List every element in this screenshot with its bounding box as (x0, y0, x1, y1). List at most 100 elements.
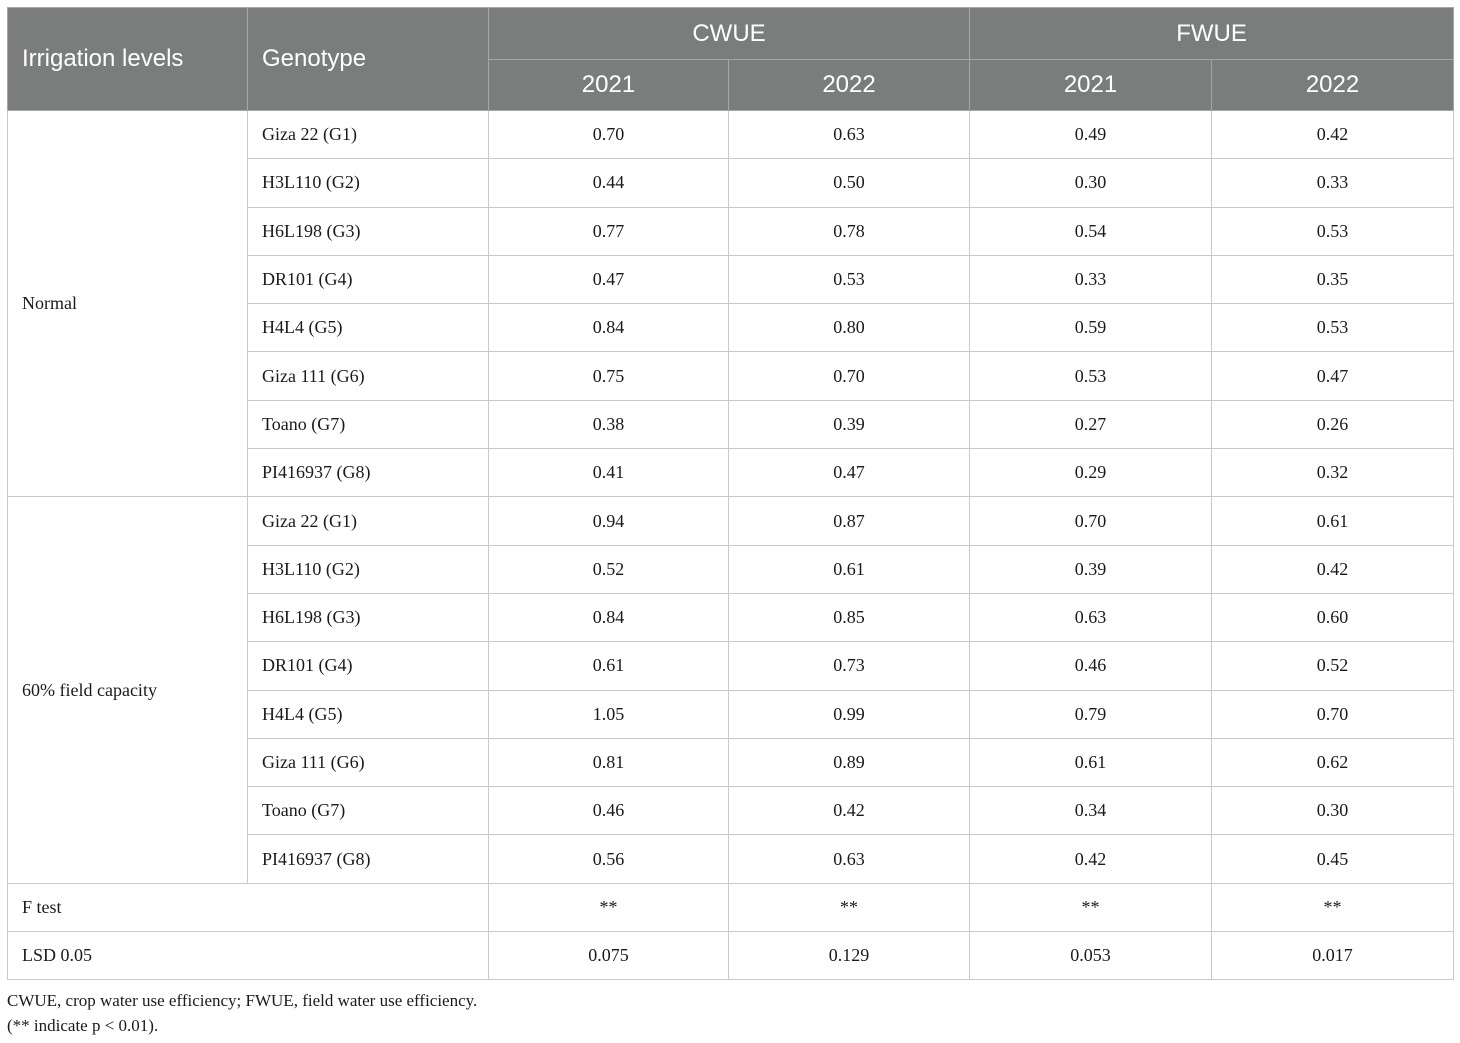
value-cell: 0.53 (1211, 303, 1455, 353)
table-row: Giza 111 (G6) 0.75 0.70 0.53 0.47 (8, 351, 1455, 401)
table-row: H4L4 (G5) 0.84 0.80 0.59 0.53 (8, 303, 1455, 353)
table-row: H3L110 (G2) 0.44 0.50 0.30 0.33 (8, 158, 1455, 208)
value-cell: 0.79 (969, 689, 1213, 739)
genotype-cell: Giza 22 (G1) (247, 109, 489, 160)
value-cell: 0.84 (488, 592, 729, 643)
summary-value-cell: 0.129 (727, 931, 971, 981)
header-year-fwue-2022: 2022 (1211, 59, 1455, 111)
value-cell: 0.62 (1211, 737, 1455, 788)
value-cell: 0.94 (488, 496, 729, 546)
value-cell: 0.75 (488, 351, 729, 401)
header-fwue: FWUE (969, 7, 1455, 60)
value-cell: 0.87 (727, 496, 971, 546)
value-cell: 0.35 (1211, 254, 1455, 305)
genotype-cell: H6L198 (G3) (247, 592, 489, 643)
header-genotype: Genotype (247, 7, 489, 111)
value-cell: 0.33 (969, 254, 1213, 305)
value-cell: 0.54 (969, 206, 1213, 256)
wue-table: Irrigation levels Genotype CWUE FWUE 202… (7, 7, 1455, 981)
value-cell: 0.63 (727, 834, 971, 884)
irrigation-level-cell: 60% field capacity (7, 496, 248, 884)
value-cell: 0.70 (1211, 689, 1455, 739)
value-cell: 0.70 (727, 351, 971, 401)
header-cwue: CWUE (487, 7, 971, 60)
summary-value-cell: 0.075 (488, 931, 729, 981)
value-cell: 0.61 (969, 737, 1213, 788)
value-cell: 0.63 (969, 592, 1213, 643)
table-row: H3L110 (G2) 0.52 0.61 0.39 0.42 (8, 544, 1455, 594)
value-cell: 0.26 (1211, 399, 1455, 450)
header-row-years: 2021 2022 2021 2022 (8, 59, 1455, 111)
value-cell: 0.89 (727, 737, 971, 788)
value-cell: 0.81 (488, 737, 729, 788)
table-row: 60% field capacity Giza 22 (G1) 0.94 0.87 0.… (7, 496, 1455, 884)
summary-row: LSD 0.05 0.075 0.129 0.053 0.017 (7, 931, 1455, 981)
value-cell: 0.38 (488, 399, 729, 450)
table-header: Irrigation levels Genotype CWUE FWUE 202… (7, 7, 1455, 111)
value-cell: 0.41 (488, 448, 729, 498)
value-cell: 0.45 (1211, 834, 1455, 884)
value-cell: 0.56 (488, 834, 729, 884)
value-cell: 0.42 (1211, 544, 1455, 594)
value-cell: 0.50 (727, 158, 971, 208)
value-cell: 0.30 (969, 158, 1213, 208)
value-cell: 0.61 (1211, 496, 1455, 546)
genotype-cell: H4L4 (G5) (247, 689, 489, 739)
genotype-cell: PI416937 (G8) (247, 448, 489, 498)
value-cell: 0.46 (488, 786, 729, 836)
table-row: Toano (G7) 0.38 0.39 0.27 0.26 (8, 399, 1455, 450)
value-cell: 0.39 (969, 544, 1213, 594)
header-row-groups: Irrigation levels Genotype CWUE FWUE (7, 7, 1455, 111)
value-cell: 0.78 (727, 206, 971, 256)
table-row: Giza 111 (G6) 0.81 0.89 0.61 0.62 (8, 737, 1455, 788)
table-row: H4L4 (G5) 1.05 0.99 0.79 0.70 (8, 689, 1455, 739)
table-footnotes: CWUE, crop water use efficiency; FWUE, f… (7, 988, 477, 1038)
table-row: DR101 (G4) 0.61 0.73 0.46 0.52 (8, 641, 1455, 691)
summary-value-cell: ** (1211, 882, 1455, 933)
value-cell: 0.52 (1211, 641, 1455, 691)
footnote-abbreviations: CWUE, crop water use efficiency; FWUE, f… (7, 991, 478, 1010)
table-row: H6L198 (G3) 0.77 0.78 0.54 0.53 (8, 206, 1455, 256)
summary-value-cell: ** (488, 882, 729, 933)
genotype-cell: DR101 (G4) (247, 641, 489, 691)
summary-label-cell: F test (7, 882, 489, 933)
summary-value-cell: 0.017 (1211, 931, 1455, 981)
value-cell: 0.61 (727, 544, 971, 594)
value-cell: 0.47 (1211, 351, 1455, 401)
table-row: PI416937 (G8) 0.41 0.47 0.29 0.32 (8, 448, 1455, 498)
genotype-cell: Giza 111 (G6) (247, 737, 489, 788)
summary-value-cell: 0.053 (969, 931, 1213, 981)
value-cell: 0.70 (969, 496, 1213, 546)
summary-label-cell: LSD 0.05 (7, 931, 489, 981)
irrigation-level-cell: Normal (7, 109, 248, 498)
genotype-cell: DR101 (G4) (247, 254, 489, 305)
value-cell: 0.84 (488, 303, 729, 353)
value-cell: 0.42 (1211, 109, 1455, 160)
value-cell: 0.39 (727, 399, 971, 450)
table-row: DR101 (G4) 0.47 0.53 0.33 0.35 (8, 254, 1455, 305)
value-cell: 0.30 (1211, 786, 1455, 836)
value-cell: 0.53 (1211, 206, 1455, 256)
table-row: H6L198 (G3) 0.84 0.85 0.63 0.60 (8, 592, 1455, 643)
table-row: PI416937 (G8) 0.56 0.63 0.42 0.45 (8, 834, 1455, 884)
value-cell: 0.49 (969, 109, 1213, 160)
value-cell: 0.42 (969, 834, 1213, 884)
value-cell: 0.44 (488, 158, 729, 208)
value-cell: 0.32 (1211, 448, 1455, 498)
summary-value-cell: ** (727, 882, 971, 933)
value-cell: 0.61 (488, 641, 729, 691)
genotype-cell: H3L110 (G2) (247, 158, 489, 208)
value-cell: 0.46 (969, 641, 1213, 691)
value-cell: 0.60 (1211, 592, 1455, 643)
genotype-cell: Giza 22 (G1) (247, 496, 489, 546)
value-cell: 0.33 (1211, 158, 1455, 208)
value-cell: 0.59 (969, 303, 1213, 353)
genotype-cell: Toano (G7) (247, 786, 489, 836)
value-cell: 0.77 (488, 206, 729, 256)
value-cell: 0.47 (727, 448, 971, 498)
header-irrigation-levels: Irrigation levels (7, 7, 248, 111)
value-cell: 0.73 (727, 641, 971, 691)
header-year-cwue-2022: 2022 (727, 59, 971, 111)
value-cell: 0.52 (488, 544, 729, 594)
value-cell: 0.29 (969, 448, 1213, 498)
